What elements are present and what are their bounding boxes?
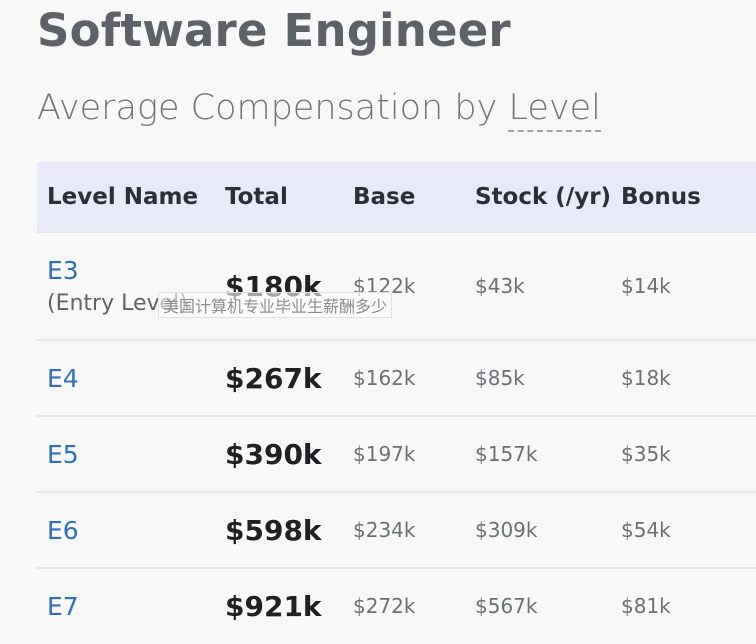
stock-value: $309k: [475, 518, 538, 542]
table-row: E7 $921k $272k $567k $81k: [37, 567, 756, 643]
total-value: $390k: [225, 437, 322, 471]
level-cell: E6: [37, 491, 225, 568]
stock-cell: $157k: [475, 415, 621, 492]
table-row: E5 $390k $197k $157k $35k: [37, 415, 756, 492]
column-header-total: Total: [225, 162, 353, 232]
stock-cell: $309k: [475, 491, 621, 568]
table-header-row: Level Name Total Base Stock (/yr) Bonus: [37, 162, 756, 232]
table-row: E3 (Entry Level) $180k $122k $43k $14k: [37, 231, 756, 340]
total-cell: $598k: [225, 491, 353, 568]
total-cell: $267k: [225, 339, 353, 416]
subtitle-caption: 美国计算机专业毕业生薪酬多少: [158, 292, 393, 318]
stock-cell: $85k: [475, 339, 621, 416]
base-value: $272k: [353, 594, 416, 618]
stock-cell: $43k: [475, 231, 621, 340]
base-cell: $272k: [353, 567, 475, 643]
base-cell: $197k: [353, 415, 475, 492]
page-title: Software Engineer: [37, 4, 511, 57]
stock-value: $157k: [475, 442, 538, 466]
stock-value: $85k: [475, 366, 525, 390]
bonus-cell: $18k: [621, 339, 756, 416]
total-cell: $390k: [225, 415, 353, 492]
bonus-value: $35k: [621, 442, 671, 466]
total-cell: $921k: [225, 567, 353, 643]
bonus-value: $54k: [621, 518, 671, 542]
total-value: $921k: [225, 589, 322, 623]
total-value: $598k: [225, 513, 322, 547]
bonus-cell: $35k: [621, 415, 756, 492]
bonus-value: $18k: [621, 366, 671, 390]
level-tooltip-link[interactable]: Level: [508, 88, 601, 132]
column-header-stock: Stock (/yr): [475, 162, 621, 232]
level-link[interactable]: E4: [47, 363, 79, 393]
table-row: E4 $267k $162k $85k $18k: [37, 339, 756, 416]
bonus-value: $14k: [621, 274, 671, 298]
bonus-cell: $14k: [621, 231, 756, 340]
level-link[interactable]: E6: [47, 515, 79, 545]
base-cell: $234k: [353, 491, 475, 568]
base-cell: $122k: [353, 231, 475, 340]
bonus-cell: $81k: [621, 567, 756, 643]
column-header-bonus: Bonus: [621, 162, 756, 232]
compensation-table: Level Name Total Base Stock (/yr) Bonus …: [37, 162, 756, 643]
stock-value: $43k: [475, 274, 525, 298]
level-link[interactable]: E5: [47, 439, 79, 469]
column-header-base: Base: [353, 162, 475, 232]
level-cell: E4: [37, 339, 225, 416]
bonus-value: $81k: [621, 594, 671, 618]
base-cell: $162k: [353, 339, 475, 416]
total-value: $267k: [225, 361, 322, 395]
section-title: Average Compensation by Level: [37, 88, 601, 132]
base-value: $197k: [353, 442, 416, 466]
total-cell: $180k: [225, 231, 353, 340]
base-value: $234k: [353, 518, 416, 542]
stock-value: $567k: [475, 594, 538, 618]
section-title-prefix: Average Compensation by: [37, 88, 509, 128]
level-cell: E7: [37, 567, 225, 643]
level-link[interactable]: E7: [47, 591, 79, 621]
level-cell: E3 (Entry Level): [37, 231, 225, 340]
bonus-cell: $54k: [621, 491, 756, 568]
stock-cell: $567k: [475, 567, 621, 643]
column-header-level-name: Level Name: [37, 162, 225, 232]
table-row: E6 $598k $234k $309k $54k: [37, 491, 756, 568]
level-link[interactable]: E3: [47, 256, 79, 285]
base-value: $162k: [353, 366, 416, 390]
level-cell: E5: [37, 415, 225, 492]
